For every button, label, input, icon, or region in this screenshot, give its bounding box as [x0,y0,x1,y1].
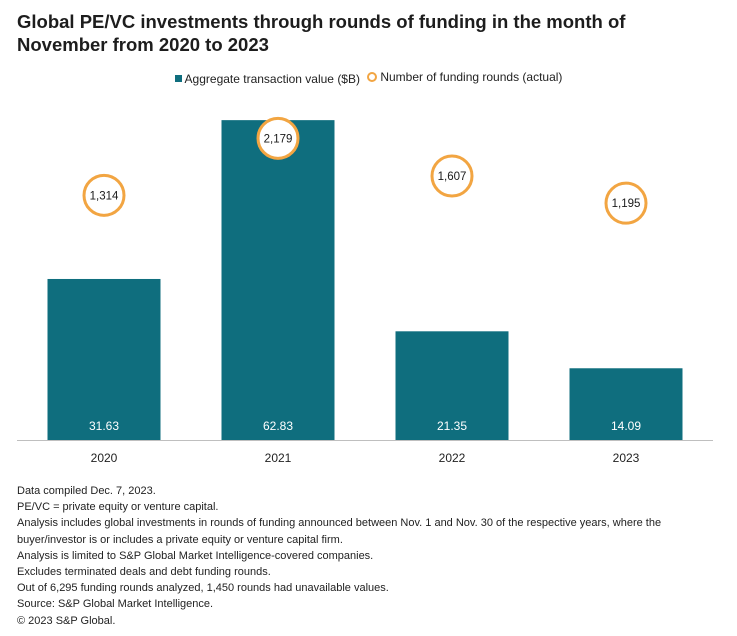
x-tick-label: 2023 [613,451,640,465]
funding-rounds-marker [256,116,300,160]
x-tick-label: 2021 [265,451,292,465]
chart-plot: 31.63 1,314 2020 62.83 2,179 2021 21.35 1,607 20… [17,116,713,465]
legend-label-bars: Aggregate transaction value ($B) [184,71,360,86]
bar-value-label: 21.35 [437,419,467,433]
bar [395,331,509,440]
note-line: Source: S&P Global Market Intelligence. [17,598,214,611]
legend-item-markers: Number of funding rounds (actual) [367,70,562,84]
note-line: Analysis includes global investments in … [17,517,662,546]
note-line: PE/VC = private equity or venture capita… [17,501,219,514]
funding-rounds-marker [430,154,474,198]
funding-rounds-marker [82,173,126,217]
note-line: © 2023 S&P Global. [17,614,116,627]
legend-item-bars: Aggregate transaction value ($B) [174,71,360,86]
note-line: Excludes terminated deals and debt fundi… [17,566,271,579]
funding-rounds-label: 1,607 [438,171,467,183]
bar [569,368,683,440]
bar [221,120,335,440]
funding-rounds-label: 1,195 [612,198,641,210]
x-tick-label: 2022 [439,451,466,465]
funding-rounds-marker [604,181,648,225]
bar-value-label: 14.09 [611,419,641,433]
funding-rounds-label: 2,179 [264,133,293,145]
bar [47,278,161,440]
legend-marker-swatch [367,72,378,82]
chart-title: Global PE/VC investments through rounds … [17,11,626,55]
funding-rounds-label: 1,314 [90,190,119,202]
legend: Aggregate transaction value ($B) Number … [0,70,737,86]
note-line: Analysis is limited to S&P Global Market… [17,549,374,562]
legend-bar-swatch [174,75,182,82]
x-tick-label: 2020 [91,451,118,465]
legend-label-markers: Number of funding rounds (actual) [380,70,563,84]
chart-notes: Data compiled Dec. 7, 2023. PE/VC = priv… [17,483,722,629]
bar-value-label: 31.63 [89,419,119,433]
bar-value-label: 62.83 [263,419,293,433]
note-line: Data compiled Dec. 7, 2023. [17,485,156,497]
note-line: Out of 6,295 funding rounds analyzed, 1,… [17,582,389,595]
